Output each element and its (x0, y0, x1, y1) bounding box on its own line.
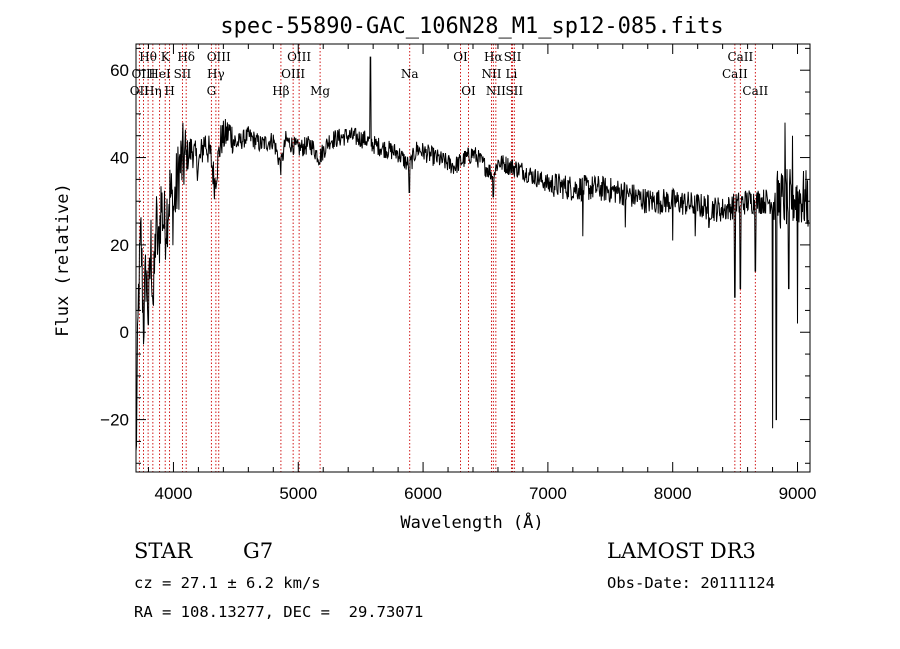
line-markers (138, 44, 756, 472)
survey-name: LAMOST DR3 (607, 539, 756, 563)
observation-date: Obs-Date: 20111124 (607, 574, 775, 592)
line-label: G (207, 84, 217, 98)
line-label: SII (504, 50, 522, 64)
redshift-velocity: cz = 27.1 ± 6.2 km/s (134, 574, 321, 592)
y-axis-label: Flux (relative) (53, 183, 73, 337)
y-tick-label: 40 (110, 149, 129, 168)
line-label: OIII (287, 50, 311, 64)
line-label: OII (130, 84, 150, 98)
spectrum-series (135, 56, 809, 452)
y-axis: −20 0 20 40 60 (100, 47, 810, 464)
line-label: OI (461, 84, 476, 98)
x-tick-label: 5000 (279, 484, 317, 503)
line-label: Li (506, 67, 518, 81)
line-label: OIII (131, 67, 155, 81)
line-label: K (161, 50, 171, 64)
x-axis-label: Wavelength (Å) (400, 511, 543, 533)
line-label: OIII (207, 50, 231, 64)
line-label: Hδ (177, 50, 195, 64)
line-label: Hα (484, 50, 503, 64)
line-label: NII (481, 67, 501, 81)
line-label: OIII (281, 67, 305, 81)
plot-frame (135, 43, 811, 473)
x-tick-label: 8000 (654, 484, 692, 503)
x-tick-label: 7000 (529, 484, 567, 503)
y-tick-label: −20 (100, 411, 129, 430)
line-label: SII (174, 67, 192, 81)
object-subclass: G7 (243, 539, 274, 563)
line-label: Na (401, 67, 419, 81)
line-label: CaII (742, 84, 768, 98)
line-label: H (164, 84, 174, 98)
y-tick-label: 0 (120, 323, 129, 342)
line-label: NII (486, 84, 506, 98)
x-tick-label: 9000 (779, 484, 817, 503)
line-label: Hγ (207, 67, 225, 81)
y-tick-label: 20 (110, 236, 129, 255)
line-label: HeI (148, 67, 171, 81)
line-label: CaII (727, 50, 753, 64)
x-tick-label: 6000 (404, 484, 442, 503)
x-axis: 4000 5000 6000 7000 8000 9000 (147, 44, 817, 503)
object-class: STAR (134, 539, 193, 563)
line-label: Hβ (272, 84, 289, 98)
line-label: Mg (310, 84, 330, 98)
line-label: CaII (722, 67, 748, 81)
line-label: OI (453, 50, 468, 64)
x-tick-label: 4000 (155, 484, 193, 503)
line-label: Hη (144, 84, 162, 98)
chart-title: spec-55890-GAC_106N28_M1_sp12-085.fits (220, 14, 723, 39)
line-label: Hθ (139, 50, 157, 64)
sky-coordinates: RA = 108.13277, DEC = 29.73071 (134, 603, 424, 621)
spectrum-line (135, 56, 809, 452)
y-tick-label: 60 (110, 61, 129, 80)
line-label: SII (505, 84, 523, 98)
